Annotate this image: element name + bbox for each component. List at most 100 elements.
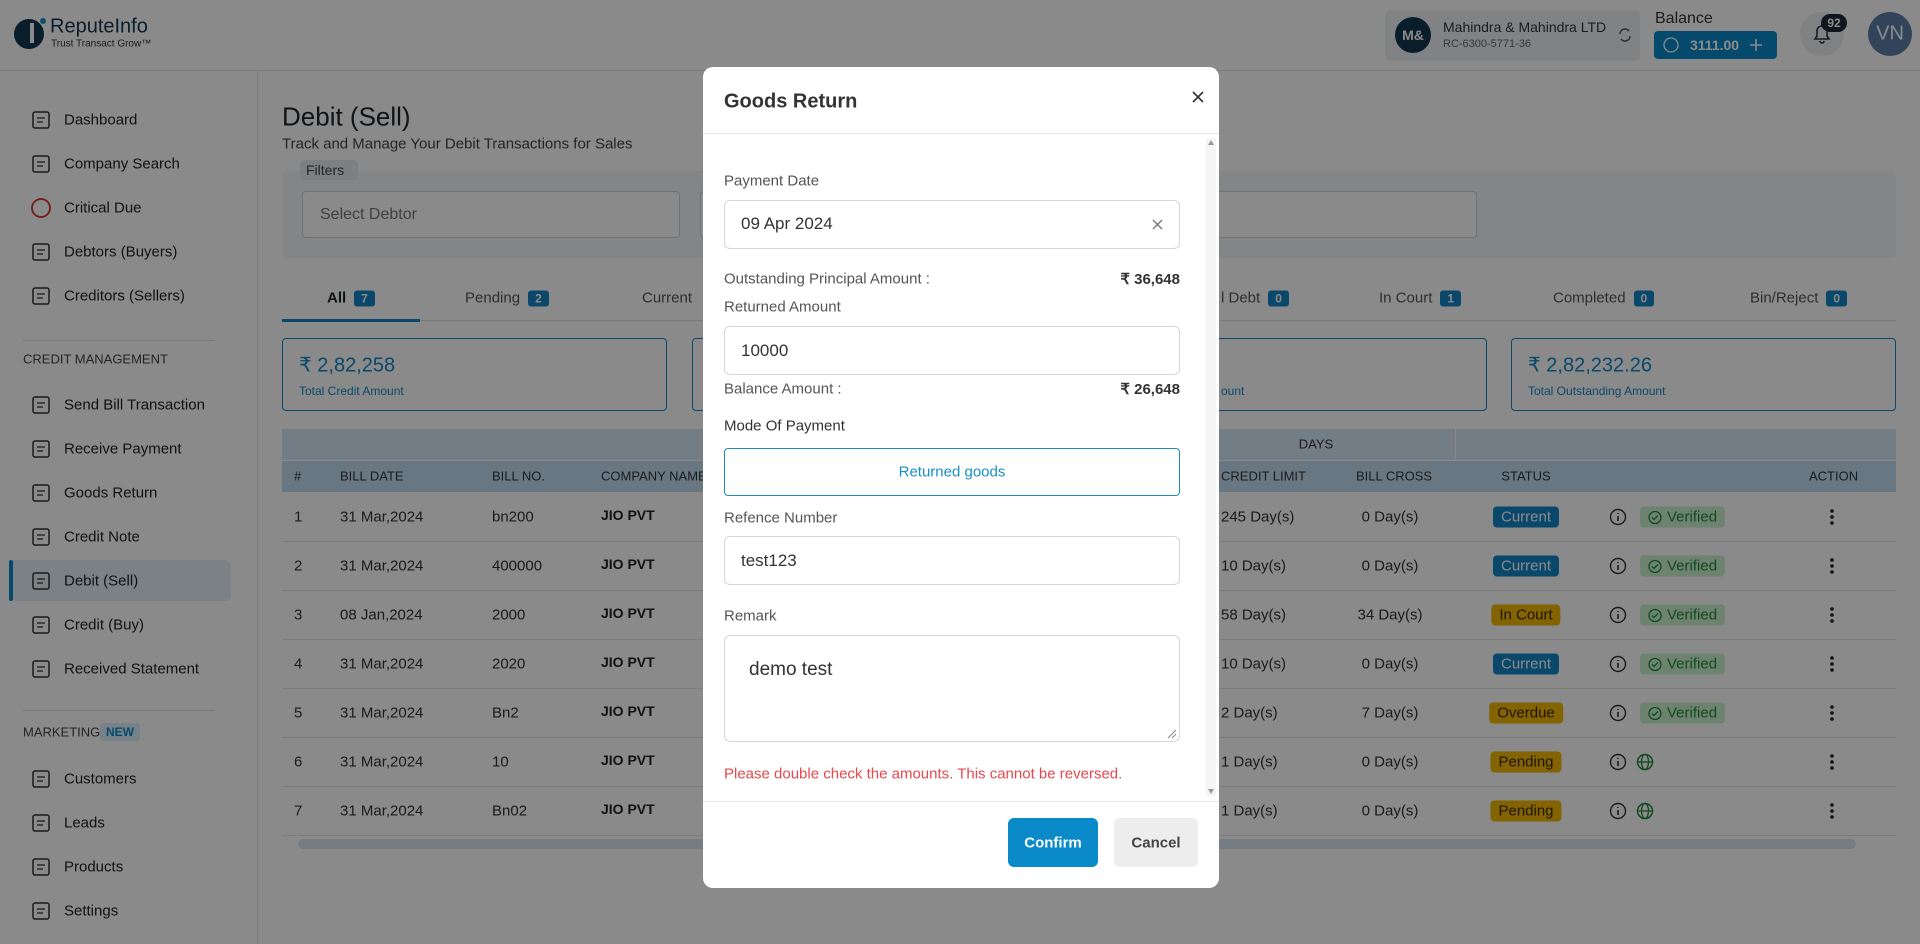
tab-label: l Debt [1221,289,1261,307]
status-badge: In Court [1491,604,1561,626]
info-icon [1609,557,1627,575]
sidebar-item[interactable]: Credit (Buy) [64,616,145,634]
info-icon [1609,704,1627,722]
card-label: Total Credit Amount [299,384,404,398]
sidebar-item[interactable]: Products [64,858,124,876]
cell-company: JIO PVT [601,507,655,523]
user-avatar[interactable] [1868,12,1912,56]
active-item-bg [9,560,231,601]
clear-date [1152,219,1163,230]
modal-scroll-track [1206,138,1216,796]
modal-title: Goods Return [724,90,858,113]
cell-bill: Bn2 [492,704,519,722]
user-initials: VN [1876,22,1904,45]
check-icon [1648,657,1662,671]
cell-company: JIO PVT [601,654,655,670]
tab-count: 2 [528,290,549,306]
cell-num: 6 [294,753,303,771]
cell-date: 31 Mar,2024 [340,753,424,771]
company-initials: M& [1402,27,1424,43]
card-label: ount [1221,384,1245,398]
tab[interactable]: Completed 0 [1553,290,1655,307]
globe-icon [1636,802,1654,820]
new-badge: NEW [100,723,140,741]
cell-num: 4 [294,655,303,673]
sidebar-item[interactable]: Debtors (Buyers) [64,243,178,261]
tab[interactable]: Pending 2 [465,290,549,307]
modal-header-divider [703,133,1219,134]
sidebar-item[interactable]: Company Search [64,155,180,173]
reference-label: Refence Number [724,509,838,527]
payment-date-value: 09 Apr 2024 [741,214,833,233]
status-badge: Overdue [1489,702,1563,724]
tab[interactable]: All 7 [327,290,375,307]
cell-company: JIO PVT [601,703,655,719]
remark-value: demo test [749,659,833,680]
sidebar-item[interactable]: Creditors (Sellers) [64,287,185,305]
cell-company: JIO PVT [601,605,655,621]
action-menu [1830,754,1834,770]
remark-label: Remark [724,607,777,625]
balance-label: Balance [1655,10,1713,27]
sidebar-icon [32,440,50,458]
company-name: Mahindra & Mahindra LTD [1443,19,1607,35]
verified-badge: Verified [1640,555,1726,577]
confirm-button[interactable] [1008,818,1098,867]
sidebar-icon [32,396,50,414]
cancel-button[interactable] [1114,818,1198,867]
tab[interactable]: Current [642,290,692,307]
balance-value: 3111.00 [1690,37,1740,53]
column-header: BILL DATE [340,468,404,484]
tab-count: 7 [354,290,375,306]
debtor-select[interactable] [302,191,680,238]
tab-label: All [327,289,347,307]
tab[interactable]: l Debt 0 [1221,290,1289,307]
cell-date: 31 Mar,2024 [340,802,424,820]
returned-input[interactable] [724,326,1180,375]
tab-count: 0 [1633,290,1655,306]
cell-num: 2 [294,557,303,575]
sidebar-item[interactable]: Debit (Sell) [64,572,139,590]
sidebar-item[interactable]: Critical Due [64,199,142,217]
action-menu [1830,656,1834,672]
check-icon [1648,706,1662,720]
tab[interactable]: In Court 1 [1379,290,1462,307]
status-badge: Current [1492,653,1560,675]
debtor-placeholder: Select Debtor [320,206,417,223]
sidebar-item[interactable]: Credit Note [64,528,140,546]
cell-cross: 0 Day(s) [1361,557,1419,575]
payment-date-input[interactable] [724,200,1180,249]
cell-num: 3 [294,606,303,624]
sidebar-icon [32,770,50,788]
sidebar-icon [32,814,50,832]
verified-text: Verified [1667,508,1718,526]
tab[interactable]: Bin/Reject 0 [1750,289,1848,307]
sidebar-item[interactable]: Customers [64,770,137,788]
remark-textarea[interactable] [724,635,1180,742]
sidebar-item[interactable]: Receive Payment [64,440,182,458]
cell-date: 31 Mar,2024 [340,557,424,575]
cell-cross: 34 Day(s) [1357,606,1423,624]
cell-bill: 2020 [492,655,526,673]
mode-button[interactable] [724,448,1180,496]
sidebar-item[interactable]: Dashboard [64,111,138,129]
tab-count: 0 [1826,290,1848,306]
sidebar-item[interactable]: Received Statement [64,660,200,678]
card-label: Total Outstanding Amount [1528,384,1666,398]
reference-input[interactable] [724,536,1180,585]
column-header: CREDIT LIMIT [1221,468,1306,484]
cell-cross: 7 Day(s) [1361,704,1419,722]
tab-label: Bin/Reject [1750,289,1819,307]
info-icon [1609,508,1627,526]
sidebar-icon [31,198,51,218]
action-menu [1830,705,1834,721]
sidebar-item[interactable]: Goods Return [64,484,158,502]
card-value: ₹ 2,82,258 [299,354,396,377]
sidebar-item[interactable]: Send Bill Transaction [64,396,205,414]
globe-icon [1636,753,1654,771]
cell-num: 5 [294,704,303,722]
sidebar-item[interactable]: Leads [64,814,105,832]
sidebar-item[interactable]: Settings [64,902,119,920]
sidebar-icon [32,616,50,634]
sidebar-icon [32,858,50,876]
